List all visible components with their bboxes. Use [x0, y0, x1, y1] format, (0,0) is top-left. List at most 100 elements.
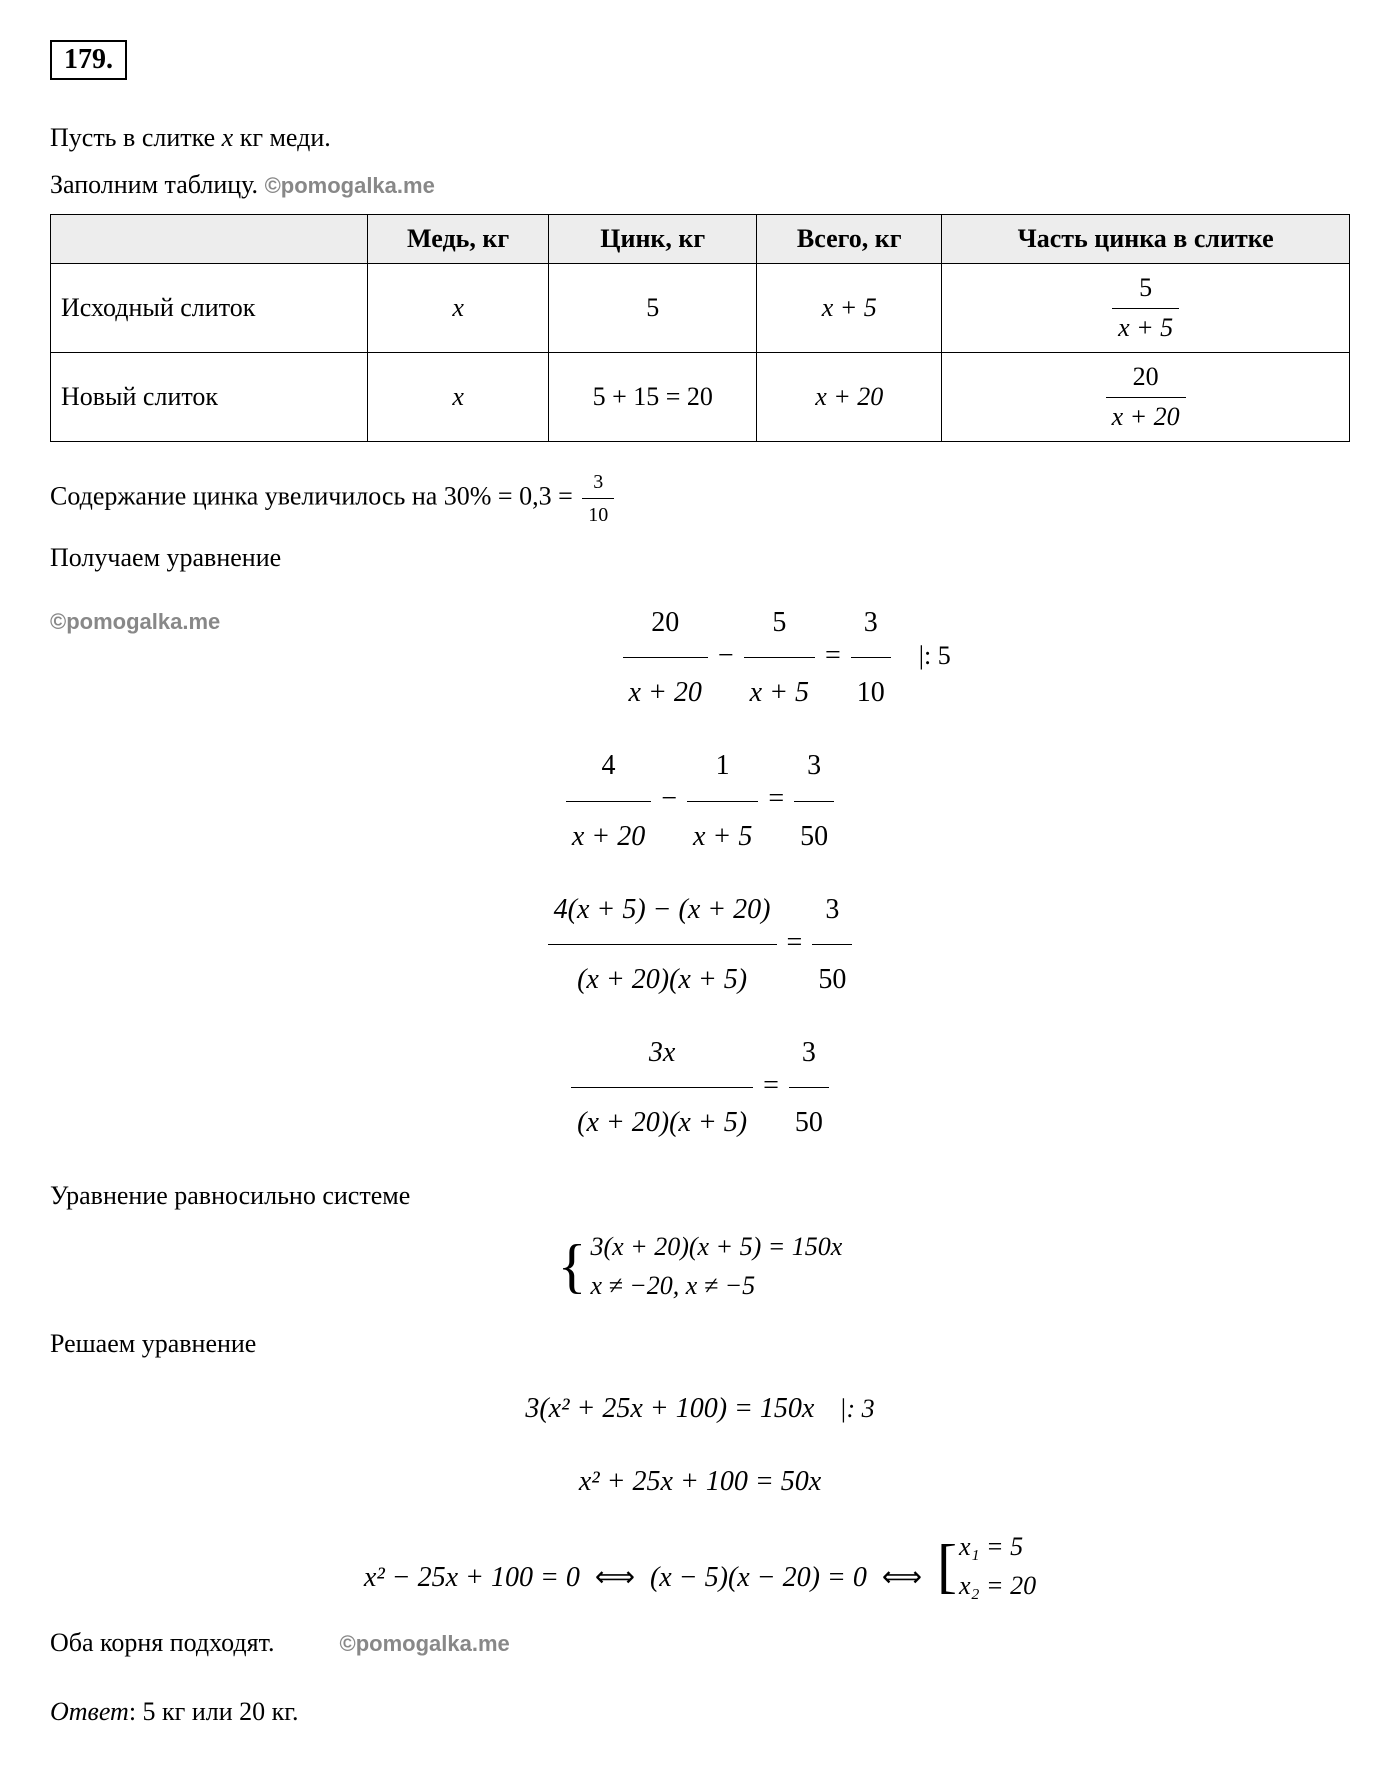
frac-den: (x + 20)(x + 5): [571, 1088, 753, 1156]
solve-block: 3(x² + 25x + 100) = 150x |: 3 x² + 25x +…: [50, 1375, 1350, 1515]
fraction: 5 x + 5: [744, 589, 815, 726]
system-block: { 3(x + 20)(x + 5) = 150x x ≠ −20, x ≠ −…: [50, 1227, 1350, 1311]
frac-num: 3: [794, 732, 834, 801]
final-part2: (x − 5)(x − 20) = 0: [650, 1562, 867, 1593]
both-roots-line: Оба корня подходят. ©pomogalka.me: [50, 1623, 1350, 1662]
row1-total: x + 5: [757, 264, 942, 353]
row2-label: Новый слиток: [51, 353, 368, 442]
col-header-empty: [51, 215, 368, 264]
divide-note: |: 3: [839, 1378, 874, 1440]
table-row: Новый слиток x 5 + 15 = 20 x + 20 20 x +…: [51, 353, 1350, 442]
frac-den: x + 20: [1106, 398, 1186, 435]
fraction: 4(x + 5) − (x + 20) (x + 20)(x + 5): [548, 876, 777, 1013]
row2-zinc: 5 + 15 = 20: [549, 353, 757, 442]
fraction: 3 50: [794, 732, 834, 869]
brace-icon: {: [558, 1236, 587, 1296]
intro-suffix: кг меди.: [233, 123, 331, 152]
intro-line-2: Заполним таблицу. ©pomogalka.me: [50, 165, 1350, 204]
frac-den: x + 20: [566, 802, 651, 870]
fraction: 1 x + 5: [687, 732, 758, 869]
solve-eq1: 3(x² + 25x + 100) = 150x: [525, 1393, 814, 1424]
roots-body: x₁ = 5 x₂ = 20: [959, 1527, 1036, 1605]
row2-total: x + 20: [757, 353, 942, 442]
equation-line: x² + 25x + 100 = 50x: [50, 1448, 1350, 1515]
alloy-table: Медь, кг Цинк, кг Всего, кг Часть цинка …: [50, 214, 1350, 442]
intro-prefix: Пусть в слитке: [50, 123, 222, 152]
problem-number: 179.: [50, 40, 127, 80]
row2-copper: x: [368, 353, 549, 442]
equation-line: 20 x + 20 − 5 x + 5 = 3 10 |: 5: [50, 589, 1350, 726]
fraction: 3 10: [582, 467, 614, 530]
increase-prefix: Содержание цинка увеличилось на 30% = 0,…: [50, 481, 579, 510]
frac-num: 1: [687, 732, 758, 801]
frac-den: 50: [789, 1088, 829, 1156]
answer-line: Ответ: 5 кг или 20 кг.: [50, 1692, 1350, 1731]
frac-den: x + 5: [1112, 309, 1179, 346]
intro-line-1: Пусть в слитке x кг меди.: [50, 118, 1350, 157]
table-header-row: Медь, кг Цинк, кг Всего, кг Часть цинка …: [51, 215, 1350, 264]
frac-num: 3: [851, 589, 891, 658]
equation-line: 3x (x + 20)(x + 5) = 3 50: [50, 1019, 1350, 1156]
system-row: 3(x + 20)(x + 5) = 150x: [590, 1227, 842, 1266]
frac-den: x + 5: [687, 802, 758, 870]
watermark: ©pomogalka.me: [265, 173, 435, 198]
frac-den: x + 5: [744, 658, 815, 726]
col-header-total: Всего, кг: [757, 215, 942, 264]
col-header-zinc-fraction: Часть цинка в слитке: [942, 215, 1350, 264]
frac-num: 3x: [571, 1019, 753, 1088]
frac-den: (x + 20)(x + 5): [548, 945, 777, 1013]
iff-symbol: ⟺: [595, 1562, 635, 1593]
intro-var: x: [222, 123, 234, 152]
frac-den: x + 20: [623, 658, 708, 726]
fraction: 3 50: [812, 876, 852, 1013]
answer-text: : 5 кг или 20 кг.: [129, 1697, 299, 1726]
fraction: 5 x + 5: [1112, 270, 1179, 346]
frac-num: 20: [1106, 359, 1186, 397]
roots-bracket: [ x₁ = 5 x₂ = 20: [937, 1527, 1036, 1605]
answer-label: Ответ: [50, 1697, 129, 1726]
watermark: ©pomogalka.me: [50, 609, 220, 635]
root-row: x₁ = 5: [959, 1527, 1036, 1566]
bracket-icon: [: [937, 1536, 957, 1596]
frac-den: 10: [851, 658, 891, 726]
frac-den: 50: [794, 802, 834, 870]
equation-line: 3(x² + 25x + 100) = 150x |: 3: [50, 1375, 1350, 1442]
both-roots-text: Оба корня подходят.: [50, 1628, 274, 1657]
frac-num: 3: [582, 467, 614, 499]
fraction: 4 x + 20: [566, 732, 651, 869]
equation-line: 4 x + 20 − 1 x + 5 = 3 50: [50, 732, 1350, 869]
frac-den: 10: [582, 499, 614, 530]
intro-fill-table: Заполним таблицу.: [50, 170, 265, 199]
frac-num: 20: [623, 589, 708, 658]
frac-num: 3: [789, 1019, 829, 1088]
get-equation-line: Получаем уравнение: [50, 538, 1350, 577]
fraction: 3 10: [851, 589, 891, 726]
zinc-increase-line: Содержание цинка увеличилось на 30% = 0,…: [50, 467, 1350, 530]
frac-num: 3: [812, 876, 852, 945]
frac-den: 50: [812, 945, 852, 1013]
fraction: 3x (x + 20)(x + 5): [571, 1019, 753, 1156]
row1-label: Исходный слиток: [51, 264, 368, 353]
col-header-copper: Медь, кг: [368, 215, 549, 264]
iff-symbol: ⟺: [882, 1562, 922, 1593]
fraction: 20 x + 20: [623, 589, 708, 726]
root-row: x₂ = 20: [959, 1566, 1036, 1605]
frac-num: 4(x + 5) − (x + 20): [548, 876, 777, 945]
frac-num: 5: [1112, 270, 1179, 308]
row1-zinc: 5: [549, 264, 757, 353]
frac-num: 4: [566, 732, 651, 801]
divide-note: |: 5: [919, 625, 951, 687]
final-equation: x² − 25x + 100 = 0 ⟺ (x − 5)(x − 20) = 0…: [50, 1527, 1350, 1611]
watermark: ©pomogalka.me: [339, 1631, 509, 1656]
frac-num: 5: [744, 589, 815, 658]
row2-fraction: 20 x + 20: [942, 353, 1350, 442]
final-part1: x² − 25x + 100 = 0: [364, 1562, 580, 1593]
fraction: 3 50: [789, 1019, 829, 1156]
equation-system: { 3(x + 20)(x + 5) = 150x x ≠ −20, x ≠ −…: [558, 1227, 843, 1305]
equation-line: 4(x + 5) − (x + 20) (x + 20)(x + 5) = 3 …: [50, 876, 1350, 1013]
row1-fraction: 5 x + 5: [942, 264, 1350, 353]
equiv-system-line: Уравнение равносильно системе: [50, 1176, 1350, 1215]
system-row: x ≠ −20, x ≠ −5: [590, 1266, 842, 1305]
system-body: 3(x + 20)(x + 5) = 150x x ≠ −20, x ≠ −5: [590, 1227, 842, 1305]
fraction: 20 x + 20: [1106, 359, 1186, 435]
